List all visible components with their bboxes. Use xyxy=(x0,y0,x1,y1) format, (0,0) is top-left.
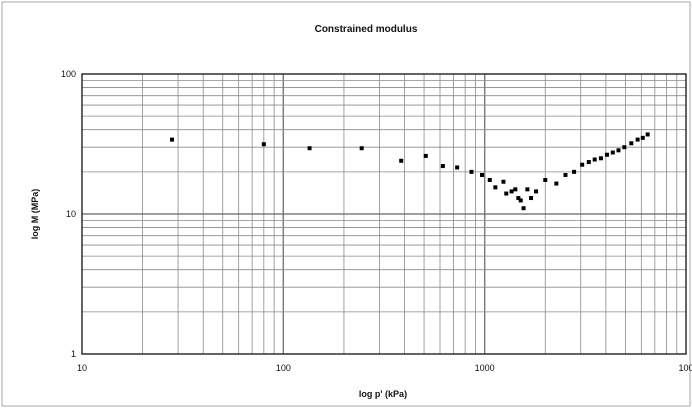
data-point xyxy=(586,160,591,165)
data-point xyxy=(529,196,534,201)
data-point xyxy=(359,146,364,151)
data-point xyxy=(440,164,445,169)
data-point xyxy=(469,169,474,174)
data-point xyxy=(635,137,640,142)
data-point xyxy=(629,141,634,146)
data-point xyxy=(580,162,585,167)
data-point xyxy=(307,146,312,151)
data-point xyxy=(170,137,175,142)
data-point xyxy=(480,172,485,177)
data-point xyxy=(563,172,568,177)
data-point xyxy=(521,206,526,211)
chart-title: Constrained modulus xyxy=(315,24,418,35)
y-axis-label: log M (MPa) xyxy=(30,189,40,240)
data-point xyxy=(525,187,530,192)
data-point xyxy=(509,189,514,194)
data-point xyxy=(501,179,506,184)
data-point xyxy=(493,185,498,190)
data-point xyxy=(399,158,404,163)
data-point xyxy=(513,187,518,192)
x-tick-label: 100 xyxy=(276,363,291,373)
data-point xyxy=(504,191,509,196)
y-tick-label: 10 xyxy=(66,209,76,219)
data-point xyxy=(640,135,645,140)
data-point xyxy=(518,198,523,203)
data-point xyxy=(554,181,559,186)
data-point xyxy=(543,177,548,182)
x-tick-label: 1000 xyxy=(475,363,495,373)
data-point xyxy=(645,132,650,137)
x-tick-label: 10 xyxy=(77,363,87,373)
data-point xyxy=(516,196,521,201)
data-point xyxy=(622,145,627,150)
y-tick-label: 1 xyxy=(71,349,76,359)
y-tick-label: 100 xyxy=(61,69,76,79)
data-point xyxy=(592,157,597,162)
data-point xyxy=(598,156,603,161)
data-point xyxy=(534,189,539,194)
data-point xyxy=(616,148,621,153)
data-point xyxy=(261,142,266,147)
data-point xyxy=(455,165,460,170)
data-point xyxy=(487,177,492,182)
data-point xyxy=(604,152,609,157)
data-points xyxy=(170,132,650,211)
x-tick-label: 100 xyxy=(678,363,692,373)
x-axis-label: log p' (kPa) xyxy=(359,389,407,399)
plot-area xyxy=(81,73,687,355)
data-point xyxy=(423,153,428,158)
data-point xyxy=(610,150,615,155)
data-point xyxy=(572,169,577,174)
grid xyxy=(82,74,686,354)
